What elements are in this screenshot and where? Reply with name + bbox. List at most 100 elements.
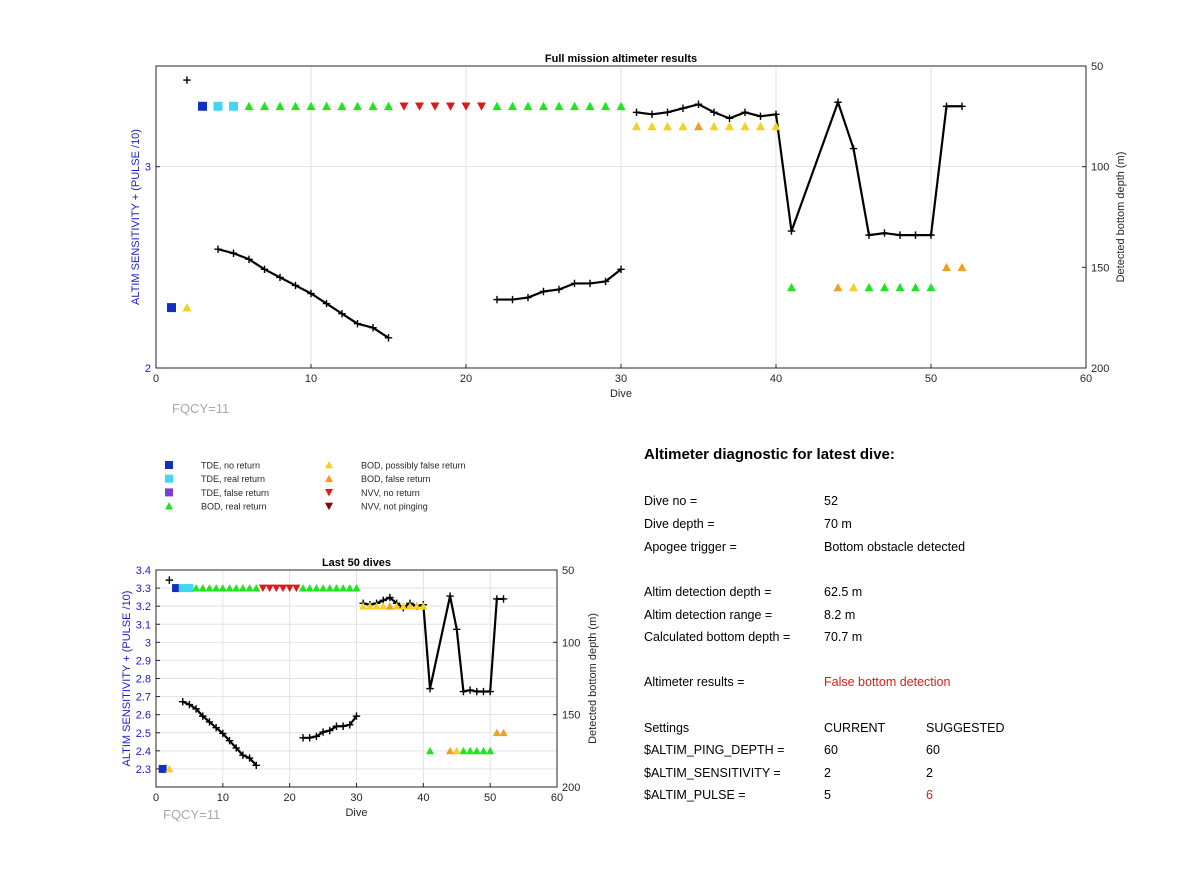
frequency-note: FQCY=11 bbox=[172, 401, 229, 416]
depth-point bbox=[663, 108, 672, 117]
legend-marker bbox=[165, 461, 173, 469]
depth-point bbox=[741, 108, 749, 117]
x-tick-label: 20 bbox=[284, 792, 296, 804]
x-tick-label: 0 bbox=[153, 792, 159, 804]
y-tick-label: 2.7 bbox=[136, 692, 151, 704]
y2-axis-label: Detected bottom depth (m) bbox=[587, 613, 599, 744]
data-marker bbox=[359, 602, 368, 610]
depth-point bbox=[453, 625, 461, 634]
depth-point bbox=[911, 231, 920, 239]
data-marker bbox=[218, 584, 227, 592]
last-50-dives-plot: 0 10 20 30 40 50 60 2.3 2.4 2.5 2.6 2.7 2.8 2.9 3 3.1 3.… bbox=[121, 557, 599, 822]
x-tick-label: 20 bbox=[460, 373, 472, 385]
depth-point bbox=[232, 744, 240, 752]
chart-title: Full mission altimeter results bbox=[545, 53, 697, 65]
data-marker bbox=[172, 584, 181, 593]
data-marker bbox=[379, 602, 388, 610]
data-marker bbox=[158, 764, 167, 773]
depth-point bbox=[339, 722, 347, 730]
depth-point bbox=[617, 265, 625, 274]
data-marker bbox=[182, 303, 192, 312]
data-marker bbox=[539, 101, 548, 111]
x-tick-label: 50 bbox=[484, 792, 496, 804]
depth-point bbox=[927, 231, 935, 239]
depth-point bbox=[679, 104, 687, 112]
data-marker bbox=[225, 584, 234, 592]
data-marker bbox=[312, 584, 321, 592]
legend-marker bbox=[165, 488, 173, 497]
depth-point bbox=[756, 112, 765, 121]
depth-point bbox=[384, 334, 393, 342]
data-marker bbox=[554, 101, 564, 111]
data-marker bbox=[452, 746, 461, 755]
x-tick-label: 30 bbox=[615, 373, 627, 385]
altimeter-results-value: False bottom detection bbox=[824, 675, 951, 689]
data-marker bbox=[319, 584, 328, 592]
depth-point bbox=[555, 285, 563, 294]
detection-range-value: 8.2 m bbox=[824, 608, 856, 622]
data-marker bbox=[198, 101, 207, 111]
depth-point bbox=[586, 279, 594, 288]
data-marker bbox=[392, 602, 401, 610]
depth-point bbox=[219, 729, 227, 738]
x-tick-label: 10 bbox=[217, 792, 229, 804]
x-axis-label: Dive bbox=[345, 807, 367, 819]
depth-point bbox=[570, 279, 579, 288]
depth-point bbox=[834, 98, 842, 106]
data-marker bbox=[345, 584, 354, 592]
data-marker bbox=[419, 602, 428, 610]
data-marker bbox=[339, 584, 348, 592]
setting-current: 2 bbox=[824, 766, 831, 780]
depth-point bbox=[353, 320, 362, 328]
data-marker bbox=[285, 584, 294, 593]
data-marker bbox=[647, 121, 657, 131]
x-tick-label: 0 bbox=[153, 373, 159, 385]
depth-point bbox=[245, 255, 253, 263]
depth-point bbox=[958, 102, 966, 110]
depth-point bbox=[539, 287, 548, 296]
data-marker bbox=[472, 746, 481, 755]
depth-point bbox=[486, 687, 494, 696]
data-marker bbox=[663, 121, 672, 131]
data-marker bbox=[232, 584, 241, 592]
depth-point bbox=[319, 728, 327, 736]
y2-tick-label: 150 bbox=[1091, 262, 1109, 274]
depth-point bbox=[493, 295, 501, 304]
dive-depth-value: 70 m bbox=[824, 517, 852, 531]
data-marker bbox=[499, 728, 508, 737]
data-marker bbox=[252, 584, 261, 592]
legend-label: NVV, not pinging bbox=[361, 502, 428, 512]
y-axis-label: ALTIM SENSITIVITY + (PULSE /10) bbox=[130, 129, 142, 305]
data-marker bbox=[926, 282, 936, 292]
data-marker bbox=[446, 746, 455, 755]
data-marker bbox=[740, 121, 750, 131]
y2-tick-label: 200 bbox=[562, 782, 580, 794]
depth-point bbox=[307, 289, 315, 298]
data-marker bbox=[957, 262, 967, 272]
depth-point bbox=[524, 293, 532, 302]
y2-tick-label: 150 bbox=[562, 710, 580, 722]
data-marker bbox=[446, 102, 455, 111]
data-marker bbox=[399, 602, 408, 610]
depth-point bbox=[648, 110, 656, 119]
data-marker bbox=[337, 101, 347, 111]
setting-name: $ALTIM_PING_DEPTH = bbox=[644, 743, 785, 757]
x-tick-label: 60 bbox=[1080, 373, 1092, 385]
detection-range-label: Altim detection range = bbox=[644, 608, 773, 622]
depth-point bbox=[787, 227, 796, 235]
setting-suggested: 2 bbox=[926, 766, 933, 780]
y2-tick-label: 100 bbox=[562, 637, 580, 649]
data-marker bbox=[368, 101, 378, 111]
data-marker bbox=[167, 303, 176, 313]
data-marker bbox=[212, 584, 221, 592]
data-marker bbox=[213, 101, 223, 111]
x-tick-label: 40 bbox=[770, 373, 782, 385]
y-tick-label: 2.9 bbox=[136, 655, 151, 667]
depth-point bbox=[479, 687, 488, 696]
depth-point bbox=[276, 273, 284, 282]
depth-point bbox=[225, 737, 234, 745]
data-marker bbox=[585, 101, 595, 111]
legend-label: NVV, no return bbox=[361, 488, 420, 498]
suggested-header: SUGGESTED bbox=[926, 721, 1005, 735]
legend-label: TDE, real return bbox=[201, 474, 265, 484]
